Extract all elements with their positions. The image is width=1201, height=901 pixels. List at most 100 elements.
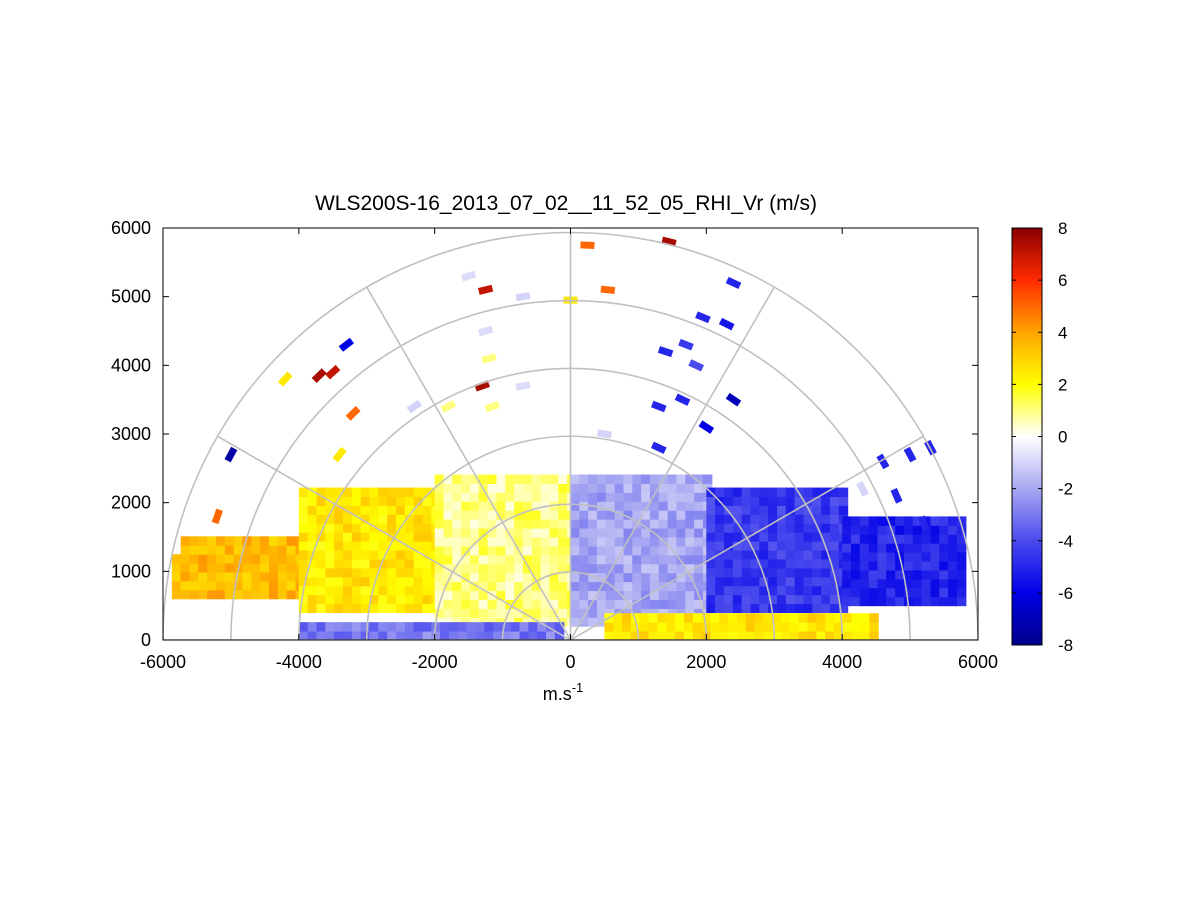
velocity-cell xyxy=(342,576,353,587)
x-axis-label: m.s-1 xyxy=(543,680,584,704)
velocity-cell xyxy=(351,523,362,533)
velocity-cell xyxy=(829,496,840,506)
velocity-cell xyxy=(334,550,344,560)
velocity-cell xyxy=(514,554,524,565)
velocity-cell xyxy=(829,576,840,587)
velocity-cell xyxy=(641,545,651,556)
velocity-cell xyxy=(395,505,406,515)
velocity-cell xyxy=(667,474,678,484)
velocity-cell xyxy=(667,510,678,520)
velocity-cell xyxy=(207,563,217,573)
y-tick-label: 4000 xyxy=(111,355,151,375)
velocity-cell xyxy=(360,631,371,640)
velocity-cell xyxy=(307,487,318,497)
velocity-cell xyxy=(434,537,445,547)
velocity-cell xyxy=(387,594,397,605)
velocity-cell xyxy=(868,578,879,589)
velocity-cell xyxy=(825,631,835,640)
velocity-cell xyxy=(781,631,791,640)
velocity-cell xyxy=(614,474,625,484)
velocity-cell xyxy=(803,523,813,533)
velocity-cell xyxy=(706,514,716,524)
velocity-cell xyxy=(807,631,817,640)
velocity-cell xyxy=(307,603,318,614)
velocity-cell xyxy=(706,505,716,515)
velocity-cell xyxy=(531,572,542,583)
velocity-cell xyxy=(623,528,633,538)
velocity-cell xyxy=(443,572,453,583)
velocity-cell xyxy=(812,532,822,542)
velocity-cell xyxy=(522,554,533,565)
velocity-cell xyxy=(877,525,887,535)
velocity-cell xyxy=(369,594,379,605)
velocity-cell xyxy=(404,505,415,515)
velocity-cell xyxy=(242,572,252,582)
velocity-cell xyxy=(772,622,782,632)
velocity-cell xyxy=(706,576,716,587)
velocity-cell xyxy=(469,554,480,565)
velocity-cell xyxy=(487,554,498,565)
velocity-cell xyxy=(540,492,551,502)
velocity-cell xyxy=(776,541,787,551)
velocity-cell xyxy=(759,514,769,524)
velocity-cell xyxy=(452,528,462,538)
velocity-cell xyxy=(667,519,678,529)
velocity-cell xyxy=(395,541,406,551)
velocity-cell xyxy=(869,622,879,632)
velocity-cell xyxy=(886,543,896,553)
velocity-cell xyxy=(531,617,542,627)
velocity-cell xyxy=(316,594,326,605)
velocity-cell xyxy=(596,599,607,609)
velocity-cell xyxy=(794,532,805,542)
velocity-cell xyxy=(859,534,870,544)
velocity-cell xyxy=(387,514,397,524)
velocity-cell xyxy=(540,474,551,484)
velocity-cell xyxy=(360,505,371,515)
velocity-cell xyxy=(413,523,424,533)
velocity-cell xyxy=(741,558,752,569)
velocity-cell xyxy=(745,631,756,640)
velocity-cell xyxy=(268,563,279,573)
velocity-cell xyxy=(723,532,734,542)
velocity-cell xyxy=(505,474,515,484)
velocity-cell xyxy=(298,487,309,497)
velocity-cell xyxy=(812,576,822,587)
velocity-cell xyxy=(838,505,849,515)
velocity-cell xyxy=(649,474,660,484)
velocity-cell xyxy=(360,514,371,524)
velocity-cell xyxy=(741,505,752,515)
velocity-cell xyxy=(728,622,738,632)
velocity-cell xyxy=(360,622,371,632)
velocity-cell xyxy=(452,590,462,600)
velocity-cell xyxy=(461,510,471,520)
velocity-cell xyxy=(404,622,415,632)
velocity-cell xyxy=(834,613,844,623)
colorbar-ticks: -8 -6 -4 -2 0 2 4 6 8 xyxy=(1012,219,1073,655)
velocity-cell xyxy=(378,558,388,569)
velocity-cell xyxy=(877,552,887,562)
velocity-cell xyxy=(930,543,940,553)
velocity-cell xyxy=(286,536,297,546)
velocity-cell xyxy=(754,613,764,623)
velocity-cell xyxy=(528,622,538,632)
velocity-cell xyxy=(443,519,453,529)
velocity-cell xyxy=(171,572,182,582)
velocity-cell xyxy=(251,554,261,564)
velocity-cell xyxy=(180,536,191,546)
velocity-cell xyxy=(469,563,480,574)
velocity-cell xyxy=(930,596,940,607)
velocity-cell xyxy=(641,528,651,538)
velocity-cell xyxy=(750,514,760,524)
velocity-cell xyxy=(803,541,813,551)
velocity-cell xyxy=(198,563,208,573)
velocity-cell xyxy=(623,554,633,565)
velocity-cell xyxy=(478,519,489,529)
velocity-cell xyxy=(785,558,796,569)
velocity-cell xyxy=(334,603,344,614)
velocity-cell xyxy=(649,501,660,511)
velocity-cell xyxy=(522,590,533,600)
velocity-cell xyxy=(912,587,923,598)
velocity-cell xyxy=(851,613,862,623)
velocity-cell xyxy=(768,487,778,497)
velocity-cell xyxy=(614,537,625,547)
